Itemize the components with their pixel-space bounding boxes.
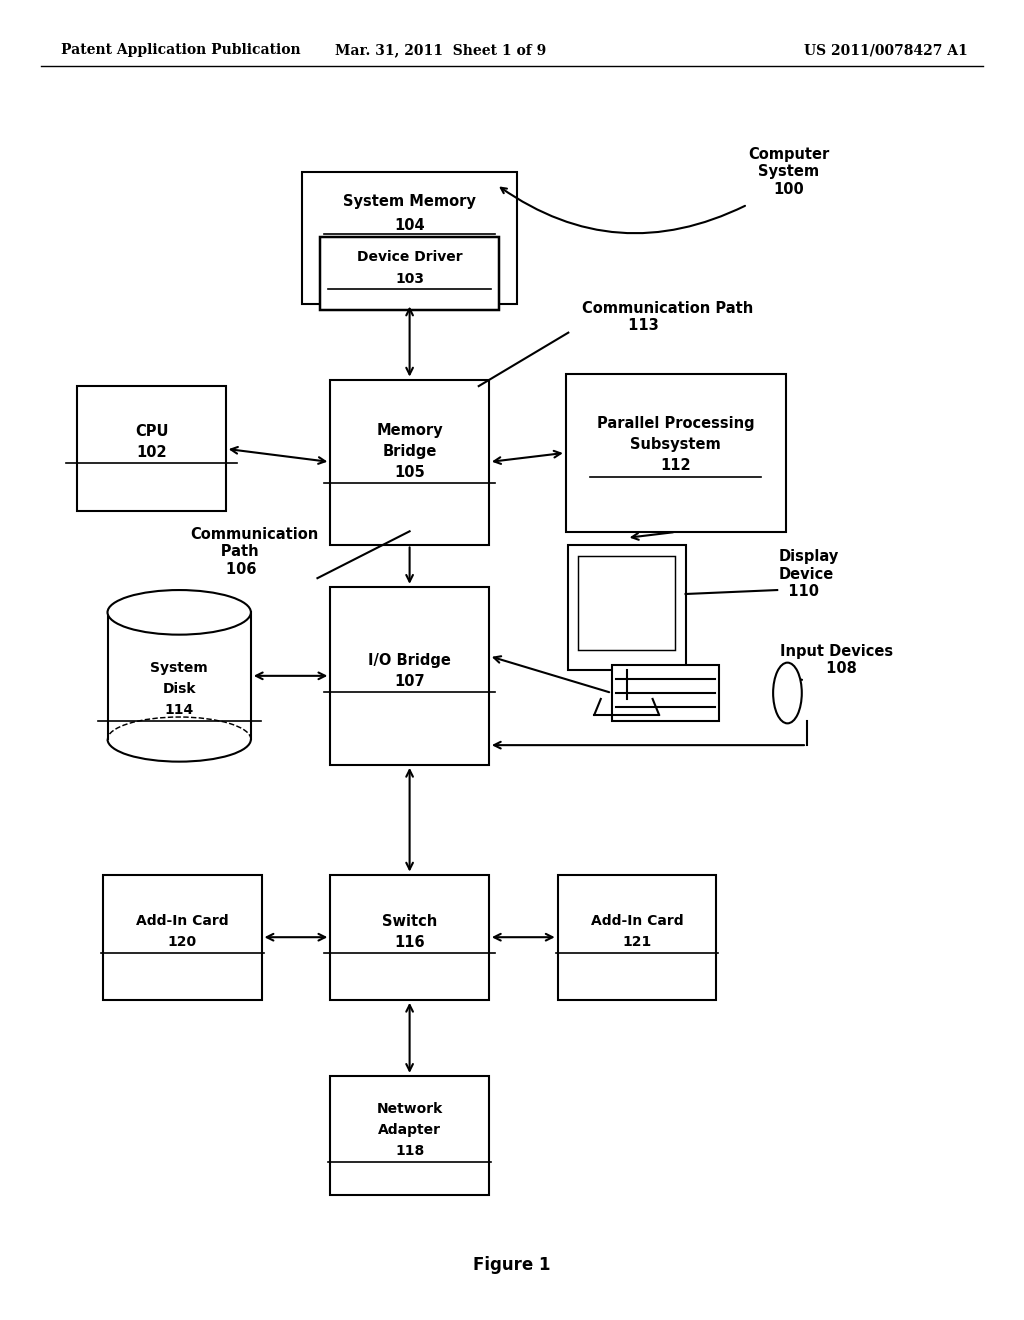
Text: 102: 102 — [136, 445, 167, 461]
Text: Device Driver: Device Driver — [356, 251, 463, 264]
Bar — [579, 557, 675, 651]
Text: CPU: CPU — [135, 424, 168, 440]
Text: 114: 114 — [165, 704, 194, 717]
Text: 107: 107 — [394, 673, 425, 689]
Bar — [557, 874, 717, 1001]
Text: Subsystem: Subsystem — [631, 437, 721, 453]
Text: 105: 105 — [394, 465, 425, 480]
Bar — [330, 1076, 489, 1195]
Text: Figure 1: Figure 1 — [473, 1255, 551, 1274]
Bar — [330, 874, 489, 1001]
Bar — [567, 544, 686, 671]
Text: 112: 112 — [660, 458, 691, 474]
Ellipse shape — [108, 590, 251, 635]
Text: Bridge: Bridge — [382, 444, 437, 459]
Bar — [319, 236, 500, 309]
Text: 104: 104 — [394, 218, 425, 234]
Text: Adapter: Adapter — [378, 1123, 441, 1137]
Text: Input Devices
         108: Input Devices 108 — [780, 644, 893, 676]
Bar — [330, 380, 489, 544]
Ellipse shape — [773, 663, 802, 723]
Text: Communication Path
         113: Communication Path 113 — [582, 301, 753, 333]
Text: Memory: Memory — [376, 422, 443, 438]
Text: Parallel Processing: Parallel Processing — [597, 416, 755, 432]
Text: Communication
      Path
       106: Communication Path 106 — [189, 527, 318, 577]
Bar — [78, 385, 225, 511]
Text: Add-In Card: Add-In Card — [591, 915, 683, 928]
Text: Patent Application Publication: Patent Application Publication — [61, 44, 301, 57]
Bar — [330, 586, 489, 766]
Text: 103: 103 — [395, 272, 424, 285]
Text: Network: Network — [377, 1102, 442, 1115]
Text: 120: 120 — [168, 936, 197, 949]
Text: 121: 121 — [623, 936, 651, 949]
Text: 116: 116 — [394, 935, 425, 950]
Text: Computer
System
100: Computer System 100 — [748, 147, 829, 197]
Bar — [612, 665, 719, 721]
Text: Disk: Disk — [163, 682, 196, 696]
Text: System: System — [151, 661, 208, 675]
Text: Mar. 31, 2011  Sheet 1 of 9: Mar. 31, 2011 Sheet 1 of 9 — [335, 44, 546, 57]
Bar — [102, 874, 262, 1001]
Text: I/O Bridge: I/O Bridge — [369, 652, 451, 668]
Bar — [302, 172, 517, 304]
Text: 118: 118 — [395, 1144, 424, 1158]
Text: Display
Device
  110: Display Device 110 — [778, 549, 839, 599]
Text: US 2011/0078427 A1: US 2011/0078427 A1 — [804, 44, 968, 57]
Text: System Memory: System Memory — [343, 194, 476, 210]
Text: Add-In Card: Add-In Card — [136, 915, 228, 928]
Text: Switch: Switch — [382, 913, 437, 929]
Bar — [565, 374, 786, 532]
